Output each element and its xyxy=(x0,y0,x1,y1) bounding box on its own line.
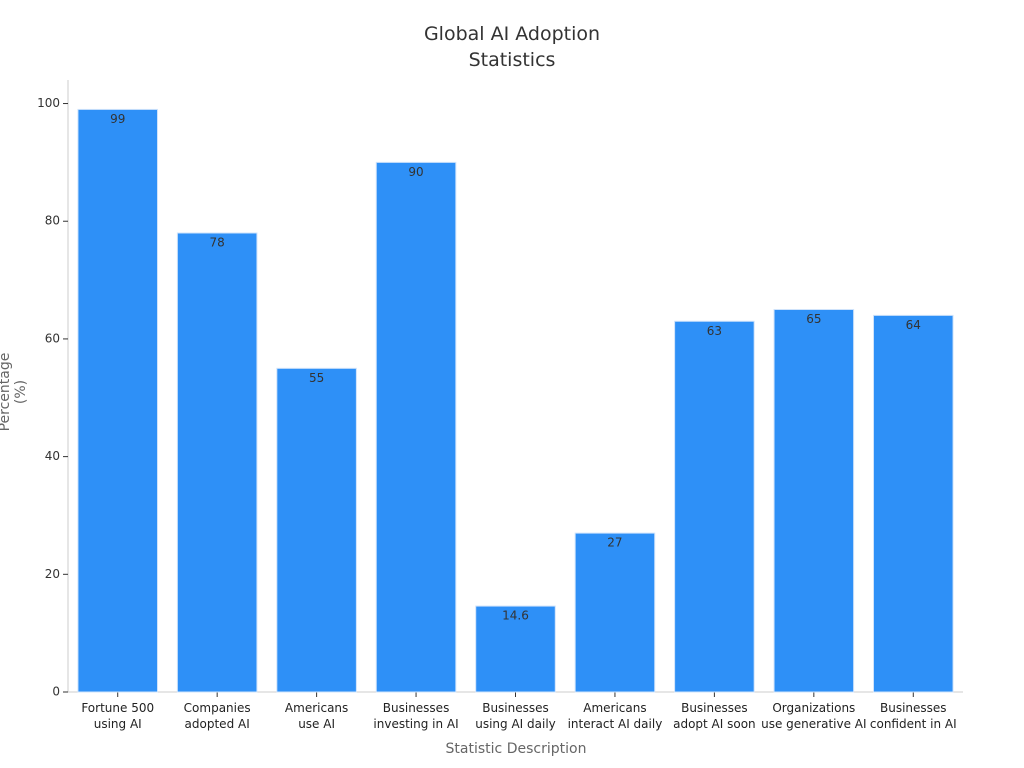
value-label: 14.6 xyxy=(502,609,529,623)
y-tick-label: 100 xyxy=(37,96,60,110)
x-tick-label: Companies adopted AI xyxy=(183,701,251,731)
y-tick-label: 0 xyxy=(52,685,60,699)
bar xyxy=(674,320,755,693)
x-tick-label: Organizations use generative AI xyxy=(761,701,867,731)
x-tick-label: Businesses adopt AI soon xyxy=(673,701,756,731)
bar xyxy=(873,314,954,693)
value-label: 65 xyxy=(806,312,821,326)
bar xyxy=(276,367,357,693)
bar xyxy=(574,532,656,693)
value-label: 27 xyxy=(607,536,622,550)
x-tick-label: Americans use AI xyxy=(284,701,349,731)
y-tick-label: 20 xyxy=(45,567,60,581)
value-label: 99 xyxy=(110,112,125,126)
x-axis-label: Statistic Description xyxy=(445,741,587,757)
value-label: 78 xyxy=(210,236,225,250)
value-label: 63 xyxy=(707,324,722,338)
value-label: 55 xyxy=(309,371,324,385)
y-tick-label: 60 xyxy=(45,331,60,345)
x-tick-label: Americans interact AI daily xyxy=(567,701,663,731)
x-tick-label: Fortune 500 using AI xyxy=(81,701,155,731)
bar xyxy=(77,108,158,693)
bar xyxy=(773,309,855,693)
bar xyxy=(176,232,258,693)
y-tick-label: 40 xyxy=(45,449,60,463)
x-tick-label: Businesses confident in AI xyxy=(869,701,957,731)
x-tick-label: Businesses investing in AI xyxy=(373,701,459,731)
chart-title: Global AI Adoption Statistics xyxy=(423,23,601,71)
bar xyxy=(475,605,556,693)
value-label: 90 xyxy=(408,165,423,179)
bar xyxy=(375,161,457,693)
value-label: 64 xyxy=(906,318,921,332)
x-tick-label: Businesses using AI daily xyxy=(475,701,556,731)
y-tick-label: 80 xyxy=(45,214,60,228)
